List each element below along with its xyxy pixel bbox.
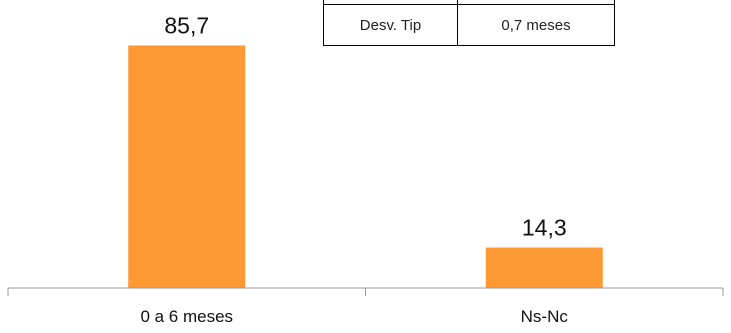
data-label-1: 14,3 [522,215,567,241]
stats-table: Desv. Tip 0,7 meses [323,0,615,46]
bar-1 [485,247,603,288]
category-label-1: Ns-Nc [521,307,569,326]
category-label-0: 0 a 6 meses [140,307,233,326]
stats-label: Desv. Tip [323,4,458,46]
bar-0 [128,45,246,289]
stats-value: 0,7 meses [457,4,615,46]
data-label-0: 85,7 [164,12,209,38]
